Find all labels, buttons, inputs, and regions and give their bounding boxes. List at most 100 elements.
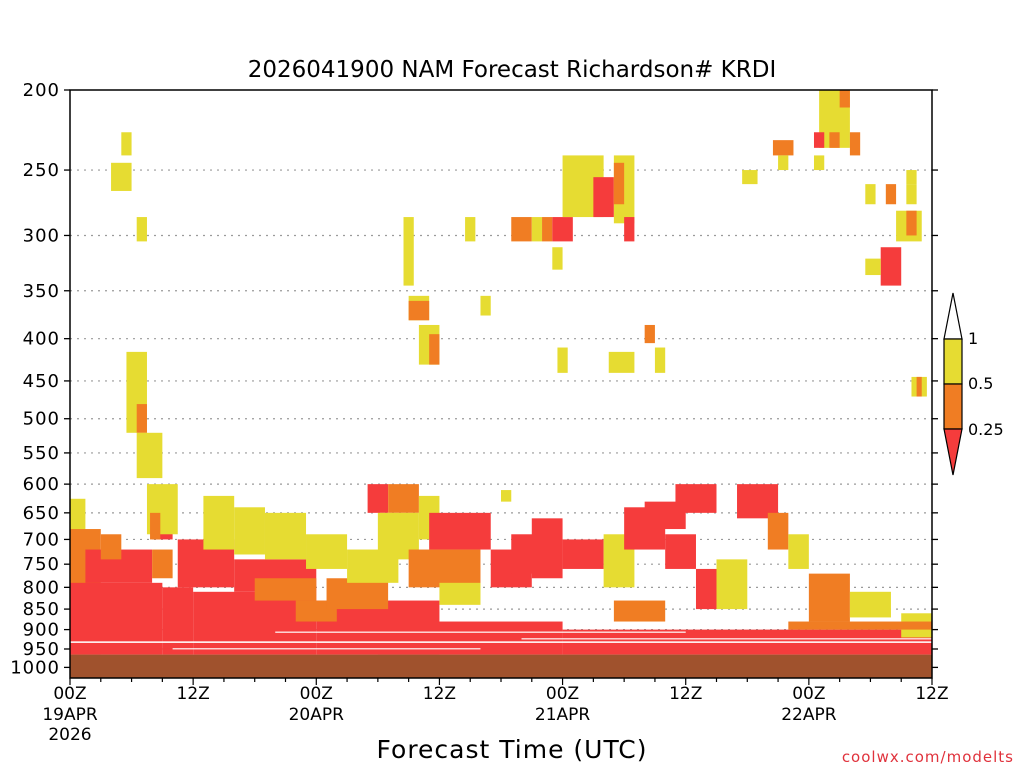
heatmap-cell-20 (264, 512, 307, 560)
heatmap-cell-28 (429, 512, 491, 550)
heatmap-cell-76 (552, 247, 563, 270)
heatmap-cell-80 (778, 155, 789, 171)
heatmap-cell-9 (377, 621, 563, 655)
heatmap-cell-4 (162, 587, 194, 655)
boundary-streak-3 (275, 631, 686, 633)
legend-label-0: 1 (968, 329, 978, 348)
heatmap-cell-68 (593, 177, 614, 218)
heatmap-cell-75 (557, 347, 568, 373)
heatmap-cell-91 (880, 247, 902, 286)
heatmap-cell-94 (906, 210, 917, 236)
heatmap-cell-13 (152, 549, 173, 579)
legend-bin-orange (943, 383, 963, 430)
heatmap-cell-53 (111, 162, 132, 191)
plot-background (70, 90, 932, 678)
heatmap-cell-21 (306, 534, 348, 569)
x-date-label-0: 19APR (42, 705, 98, 725)
heatmap-cell-71 (624, 217, 635, 242)
x-tick-label-72: 00Z (792, 684, 825, 704)
x-tick-label-24: 00Z (300, 684, 333, 704)
heatmap-cell-84 (813, 132, 825, 148)
x-date-label-72: 22APR (781, 705, 837, 725)
heatmap-cell-44 (788, 534, 809, 569)
y-tick-label-800: 800 (23, 577, 60, 598)
heatmap-cell-54 (121, 132, 132, 156)
heatmap-cell-55 (136, 217, 147, 242)
heatmap-cell-16 (203, 495, 235, 550)
x-tick-label-84: 12Z (915, 684, 948, 704)
heatmap-cell-74 (654, 347, 666, 373)
y-tick-label-1000: 1000 (10, 657, 60, 678)
x-tick-label-60: 12Z (669, 684, 702, 704)
heatmap-cell-66 (552, 217, 573, 242)
ground-surface (70, 654, 932, 678)
heatmap-cell-60 (429, 334, 440, 365)
x-tick-label-12: 12Z (177, 684, 210, 704)
x-date-label-48: 21APR (535, 705, 591, 725)
heatmap-cell-62 (480, 295, 491, 316)
heatmap-cell-52 (136, 432, 163, 479)
heatmap-cell-85 (813, 155, 825, 171)
heatmap-cell-29 (408, 549, 481, 588)
heatmap-cell-38 (675, 484, 717, 513)
heatmap-cell-39 (665, 534, 696, 569)
legend-bin-yellow (943, 338, 963, 385)
heatmap-cell-56 (403, 217, 414, 286)
y-tick-label-950: 950 (23, 639, 60, 660)
heatmap-cell-33 (531, 518, 563, 579)
x-tick-label-0: 00Z (53, 684, 86, 704)
heatmap-cell-49 (788, 621, 932, 630)
heatmap-cell-78 (742, 170, 758, 185)
heatmap-cell-90 (906, 170, 917, 185)
credit-link[interactable]: coolwx.com/modelts (842, 748, 1014, 766)
y-axis: 200 250 300 350 400 450 500 550 600 650 700 7508008… (10, 80, 938, 678)
heatmap-cell-73 (644, 324, 655, 344)
heatmap-cell-15 (150, 512, 161, 540)
boundary-streak-0 (70, 641, 932, 643)
y-tick-label-200: 200 (23, 80, 60, 101)
y-tick-label-600: 600 (23, 474, 60, 495)
boundary-streak-2 (521, 638, 932, 640)
heatmap-cell-40 (695, 568, 717, 610)
heatmap-cell-45 (613, 600, 666, 622)
chart-title: 2026041900 NAM Forecast Richardson# KRDI (248, 57, 776, 83)
heatmap-cell-82 (839, 90, 850, 108)
y-tick-label-750: 750 (23, 554, 60, 575)
heatmap-cell-77 (501, 490, 512, 502)
heatmap-cell-86 (849, 132, 861, 156)
heatmap-cell-83 (829, 132, 840, 148)
heatmap-cell-43 (767, 512, 789, 550)
x-year-label-0: 2026 (48, 725, 91, 745)
heatmap-cell-25 (388, 484, 419, 513)
heatmap-cell-18 (254, 578, 317, 601)
heatmap-cell-41 (716, 559, 748, 610)
x-date-label-24: 20APR (289, 705, 345, 725)
legend-arrow-bottom (943, 428, 963, 476)
legend-arrow-top (943, 292, 963, 340)
heatmap-cell-88 (885, 184, 897, 205)
y-tick-label-700: 700 (23, 529, 60, 550)
heatmap-cell-17 (234, 507, 265, 555)
heatmap-cell-30 (439, 582, 481, 605)
heatmap-cells (70, 90, 932, 655)
legend-label-2: 0.25 (968, 420, 1004, 439)
heatmap-cell-42 (737, 484, 779, 519)
x-tick-label-36: 12Z (423, 684, 456, 704)
heatmap-cell-96 (916, 376, 922, 397)
y-tick-label-550: 550 (23, 443, 60, 464)
legend: 1 0.5 0.25 (943, 292, 1004, 476)
heatmap-cell-65 (542, 217, 553, 242)
heatmap-cell-3 (70, 582, 163, 655)
heatmap-cell-79 (772, 140, 794, 156)
y-tick-label-450: 450 (23, 371, 60, 392)
heatmap-cell-51 (136, 404, 147, 433)
y-tick-label-400: 400 (23, 329, 60, 350)
y-tick-label-500: 500 (23, 409, 60, 430)
y-tick-label-350: 350 (23, 281, 60, 302)
y-tick-label-250: 250 (23, 160, 60, 181)
boundary-streak-1 (172, 648, 481, 650)
heatmap-cell-63 (511, 217, 532, 242)
x-tick-label-48: 00Z (546, 684, 579, 704)
